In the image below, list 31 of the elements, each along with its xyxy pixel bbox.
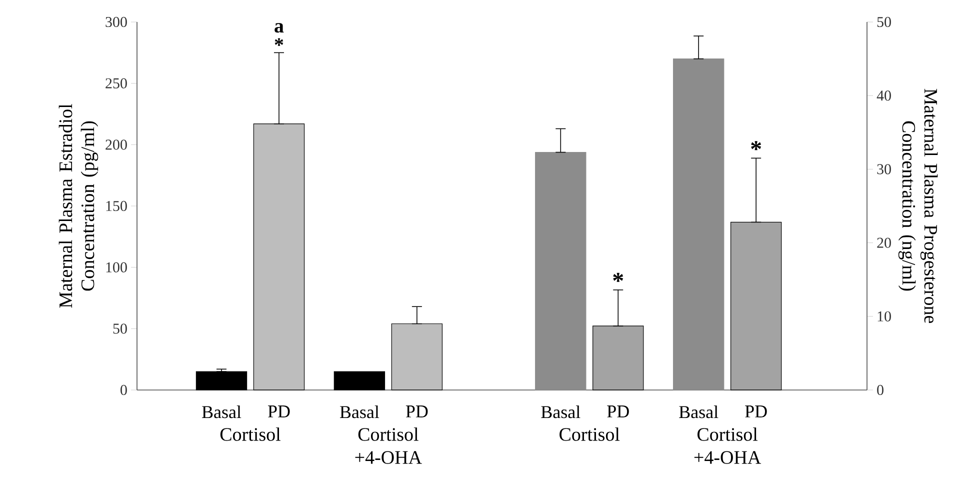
annotation: a (274, 23, 284, 33)
y-tick-label: 150 (106, 200, 127, 212)
y2-tick-label: 10 (878, 311, 891, 322)
y-tick-label: 250 (106, 78, 127, 88)
x-tick-label: Basal (541, 406, 580, 418)
data-label: * (751, 141, 762, 150)
text: Cortisol (220, 428, 280, 441)
y2-tick-label: 0 (877, 384, 884, 396)
x-tick-label: PD (268, 406, 290, 418)
y-tick-label: 50 (113, 324, 127, 334)
y2-axis-title: Maternal Plasma Progesterone Concentration (ng/ml) (898, 88, 938, 323)
y2-tick-label: 40 (876, 90, 891, 101)
x-tick-label: PD (406, 406, 428, 418)
y-axis-title: Maternal Plasma Estradiol Concentration (pg/ml) (58, 104, 98, 308)
y-tick-label: 100 (106, 262, 127, 272)
y2-tick-label: 30 (877, 164, 891, 174)
y2-tick-label: 50 (877, 16, 891, 28)
text: Cortisol +4-OHA (355, 428, 422, 464)
x-tick-label: PD (607, 406, 629, 418)
x-tick-label: Basal (340, 406, 380, 418)
text: Cortisol +4-OHA (694, 428, 762, 464)
y-tick-label: 200 (106, 140, 127, 150)
y2-tick-label: 20 (877, 238, 891, 248)
x-tick-label: PD (745, 406, 767, 418)
y-tick-label: 300 (106, 16, 127, 28)
x-tick-label: Basal (679, 406, 718, 418)
data-label: * (613, 272, 624, 282)
y-tick-label: 0 (120, 384, 127, 396)
text: Cortisol (560, 428, 620, 441)
annotation: * (274, 38, 284, 46)
x-tick-label: Basal (202, 406, 242, 418)
